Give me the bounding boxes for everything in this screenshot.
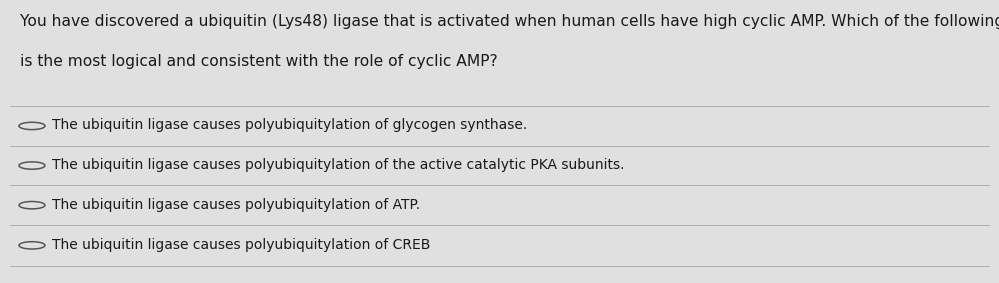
Text: is the most logical and consistent with the role of cyclic AMP?: is the most logical and consistent with … — [20, 54, 498, 69]
Text: The ubiquitin ligase causes polyubiquitylation of the active catalytic PKA subun: The ubiquitin ligase causes polyubiquity… — [52, 158, 624, 172]
Text: The ubiquitin ligase causes polyubiquitylation of glycogen synthase.: The ubiquitin ligase causes polyubiquity… — [52, 118, 527, 132]
Text: You have discovered a ubiquitin (Lys48) ligase that is activated when human cell: You have discovered a ubiquitin (Lys48) … — [20, 14, 999, 29]
Text: The ubiquitin ligase causes polyubiquitylation of ATP.: The ubiquitin ligase causes polyubiquity… — [52, 198, 420, 212]
Text: The ubiquitin ligase causes polyubiquitylation of CREB: The ubiquitin ligase causes polyubiquity… — [52, 238, 431, 252]
